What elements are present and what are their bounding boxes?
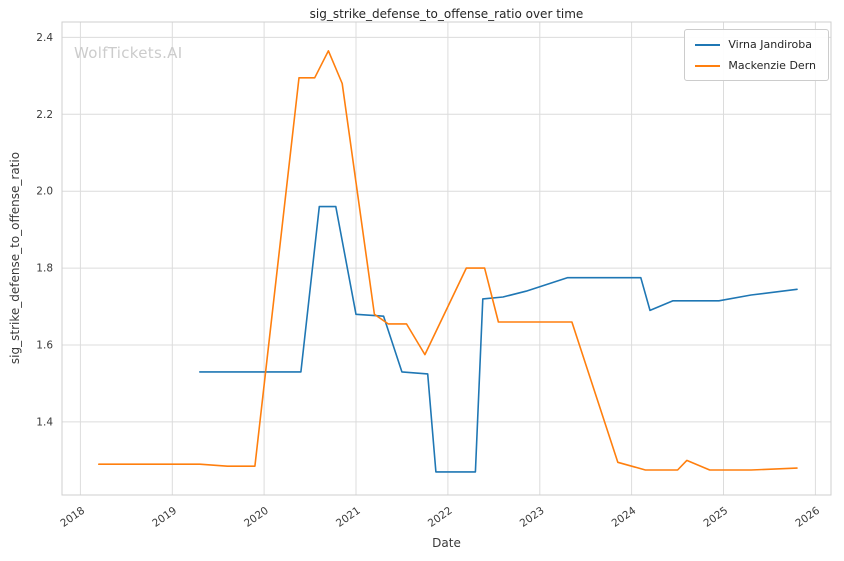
- y-tick-label: 1.8: [36, 263, 53, 275]
- legend-item-virna-jandiroba: Virna Jandiroba: [695, 38, 816, 51]
- x-tick-label: 2024: [610, 504, 639, 529]
- x-tick-label: 2020: [242, 505, 271, 530]
- y-tick-label: 1.6: [36, 340, 53, 352]
- x-tick-label: 2018: [58, 505, 87, 530]
- x-tick-label: 2023: [518, 505, 547, 530]
- x-tick-label: 2021: [334, 505, 363, 530]
- legend-label: Virna Jandiroba: [728, 38, 812, 51]
- series-line-1: [98, 49, 798, 471]
- x-axis-label: Date: [432, 536, 461, 550]
- legend-item-mackenzie-dern: Mackenzie Dern: [695, 59, 816, 72]
- x-tick-label: 2026: [793, 504, 822, 529]
- y-tick-label: 1.4: [36, 416, 53, 428]
- y-axis-label: sig_strike_defense_to_offense_ratio: [8, 151, 22, 365]
- y-tick-label: 2.2: [36, 109, 53, 121]
- plot-border: [61, 21, 832, 496]
- x-tick-label: 2022: [426, 505, 455, 530]
- legend-line-sample-blue: [695, 43, 721, 46]
- legend: Virna Jandiroba Mackenzie Dern: [684, 29, 829, 81]
- watermark-text: WolfTickets.AI: [74, 44, 183, 62]
- chart-title: sig_strike_defense_to_offense_ratio over…: [309, 7, 584, 21]
- series-line-0: [199, 205, 798, 473]
- x-tick-label: 2025: [701, 505, 730, 530]
- y-tick-label: 2.4: [36, 32, 53, 44]
- y-tick-label: 2.0: [36, 186, 53, 198]
- x-tick-label: 2019: [150, 505, 179, 530]
- legend-line-sample-orange: [695, 64, 721, 67]
- legend-label: Mackenzie Dern: [728, 59, 816, 72]
